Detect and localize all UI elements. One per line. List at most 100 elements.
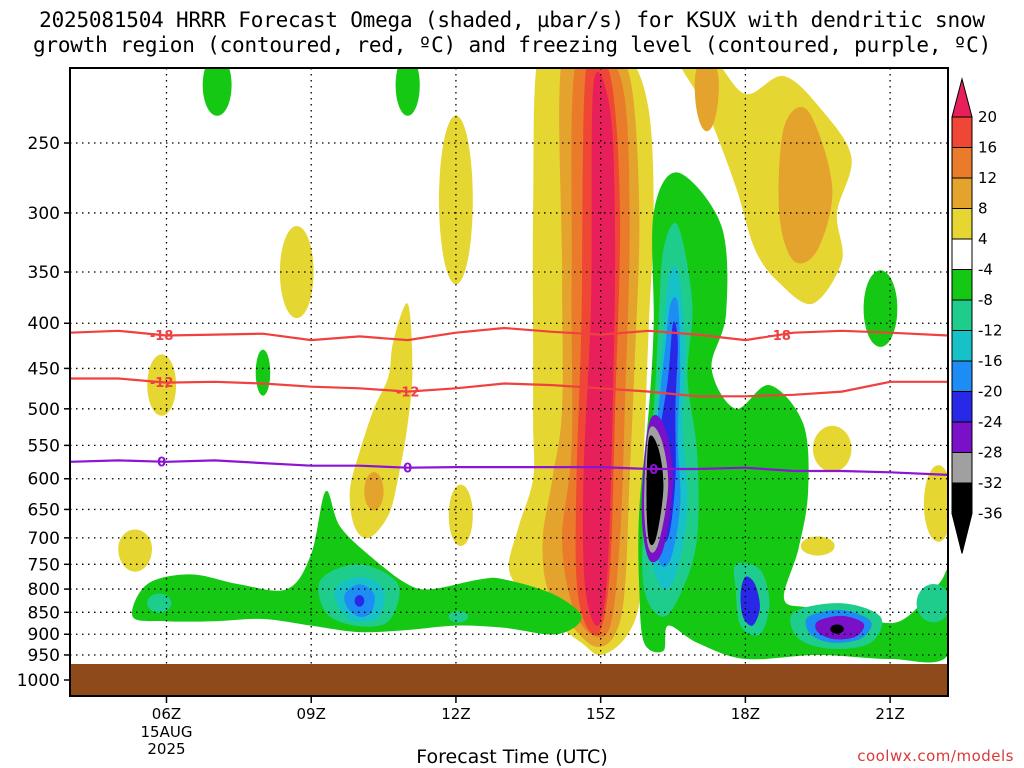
omega-contour-region-21 (202, 68, 232, 116)
colorbar-label--16: -16 (978, 352, 1003, 370)
x-tick-label-15Z: 15Z (586, 705, 615, 723)
colorbar-segment--12 (951, 299, 973, 331)
y-tick-label-800: 800 (28, 580, 60, 600)
y-tick-label-450: 450 (28, 359, 60, 379)
omega-contour-region-19 (923, 465, 948, 542)
y-tick-label-550: 550 (28, 436, 60, 456)
x-axis-title: Forecast Time (UTC) (416, 746, 608, 768)
colorbar-segment-8 (951, 177, 973, 209)
colorbar-segment--16 (951, 330, 973, 362)
colorbar-label--36: -36 (978, 505, 1003, 523)
colorbar-segment-4 (951, 208, 973, 240)
y-tick-label-250: 250 (28, 134, 60, 154)
y-tick-label-300: 300 (28, 204, 60, 224)
y-tick-label-900: 900 (28, 625, 60, 645)
colorbar-label--20: -20 (978, 383, 1003, 401)
y-tick-label-700: 700 (28, 529, 60, 549)
colorbar-label-20: 20 (978, 108, 997, 126)
colorbar-label-16: 16 (978, 139, 997, 157)
y-tick-label-950: 950 (28, 646, 60, 666)
plot-frame (69, 67, 949, 697)
omega-contour-region-22 (395, 68, 420, 116)
colorbar-segment--28 (951, 421, 973, 453)
omega-contour-region-45 (830, 624, 844, 634)
credit-link[interactable]: coolwx.com/models (857, 747, 1014, 765)
colorbar-segment--8 (951, 269, 973, 301)
contour-line-0 (70, 459, 948, 476)
y-tick-label-850: 850 (28, 603, 60, 623)
colorbar-label--28: -28 (978, 444, 1003, 462)
x-tick-sublabel: 2025 (147, 740, 185, 758)
contour-label-0: 0 (649, 463, 658, 478)
omega-contour-region-14 (778, 106, 833, 264)
omega-contour-region-32 (638, 172, 948, 663)
y-tick-label-350: 350 (28, 263, 60, 283)
colorbar-segment--20 (951, 360, 973, 392)
y-tick-label-500: 500 (28, 400, 60, 420)
omega-contour-region-1 (118, 529, 152, 572)
omega-contour-region-25 (131, 490, 582, 635)
contour-label-0: 0 (403, 462, 412, 477)
omega-contour-region-3 (279, 226, 314, 319)
y-axis: 2503003504004505005506006507007508008509… (17, 134, 70, 691)
y-tick-label-400: 400 (28, 314, 60, 334)
colorbar-label-8: 8 (978, 200, 988, 218)
contour-label--18: -18 (767, 329, 791, 344)
gridlines (70, 68, 948, 696)
y-tick-label-650: 650 (28, 500, 60, 520)
contours: -18 -18 -12 -12 0 0 0 (70, 326, 948, 478)
contour-label--18: -18 (150, 329, 174, 344)
omega-contour-region-6 (439, 115, 473, 285)
colorbar-segment-16 (951, 116, 973, 148)
x-tick-label-06Z: 06Z (152, 705, 181, 723)
x-tick-sublabel: 15AUG (141, 723, 193, 741)
contour-label--12: -12 (396, 386, 420, 401)
colorbar-top-arrow (951, 77, 973, 118)
omega-contour-region-29 (354, 595, 365, 607)
colorbar: 20 16 12 8 4 -4 -8 -12 -16 -20 -24 -28 -32 -36 (951, 77, 1003, 554)
y-tick-label-750: 750 (28, 555, 60, 575)
omega-contour-region-20 (800, 536, 835, 556)
x-tick-label-09Z: 09Z (297, 705, 326, 723)
colorbar-segment-12 (951, 147, 973, 179)
y-tick-label-600: 600 (28, 470, 60, 490)
omega-contour-region-24 (863, 270, 898, 347)
omega-contour-region-39 (646, 435, 664, 546)
colorbar-label-4: 4 (978, 230, 988, 248)
contour-line--18 (70, 326, 948, 342)
omega-contour-region-4 (349, 303, 413, 539)
colorbar-label--24: -24 (978, 413, 1003, 431)
contour-label-0: 0 (157, 456, 166, 471)
omega-contour-region-2 (147, 354, 177, 416)
colorbar-segment--36 (951, 482, 973, 514)
plot-area: -18 -18 -12 -12 0 0 0 (70, 68, 948, 696)
omega-contour-region-23 (255, 349, 271, 396)
chart-title-line-2: growth region (contoured, red, ºC) and f… (32, 33, 992, 57)
omega-contour-region-30 (147, 593, 172, 613)
contour-label--12: -12 (150, 376, 174, 391)
x-tick-label-18Z: 18Z (731, 705, 760, 723)
colorbar-label-12: 12 (978, 169, 997, 187)
colorbar-label--8: -8 (978, 291, 993, 309)
colorbar-label--32: -32 (978, 474, 1003, 492)
omega-contour-region-31 (448, 611, 468, 623)
omega-contour-region-15 (694, 68, 719, 132)
colorbar-label--4: -4 (978, 261, 993, 279)
omega-contour-region-7 (448, 484, 473, 546)
y-tick-label-1000: 1000 (17, 671, 60, 691)
omega-contour-region-5 (364, 472, 384, 511)
x-tick-label-21Z: 21Z (875, 705, 904, 723)
colorbar-segment--32 (951, 452, 973, 484)
colorbar-label--12: -12 (978, 322, 1003, 340)
omega-contour-region-12 (582, 71, 616, 626)
x-tick-label-12Z: 12Z (441, 705, 470, 723)
contour-line--12 (70, 377, 948, 398)
colorbar-segment--4 (951, 238, 973, 270)
omega-contour-region-46 (916, 584, 948, 623)
chart-title-line-1: 2025081504 HRRR Forecast Omega (shaded, … (39, 8, 985, 32)
colorbar-segment--24 (951, 391, 973, 423)
omega-contour-region-18 (812, 425, 852, 472)
ground-layer (70, 664, 948, 696)
